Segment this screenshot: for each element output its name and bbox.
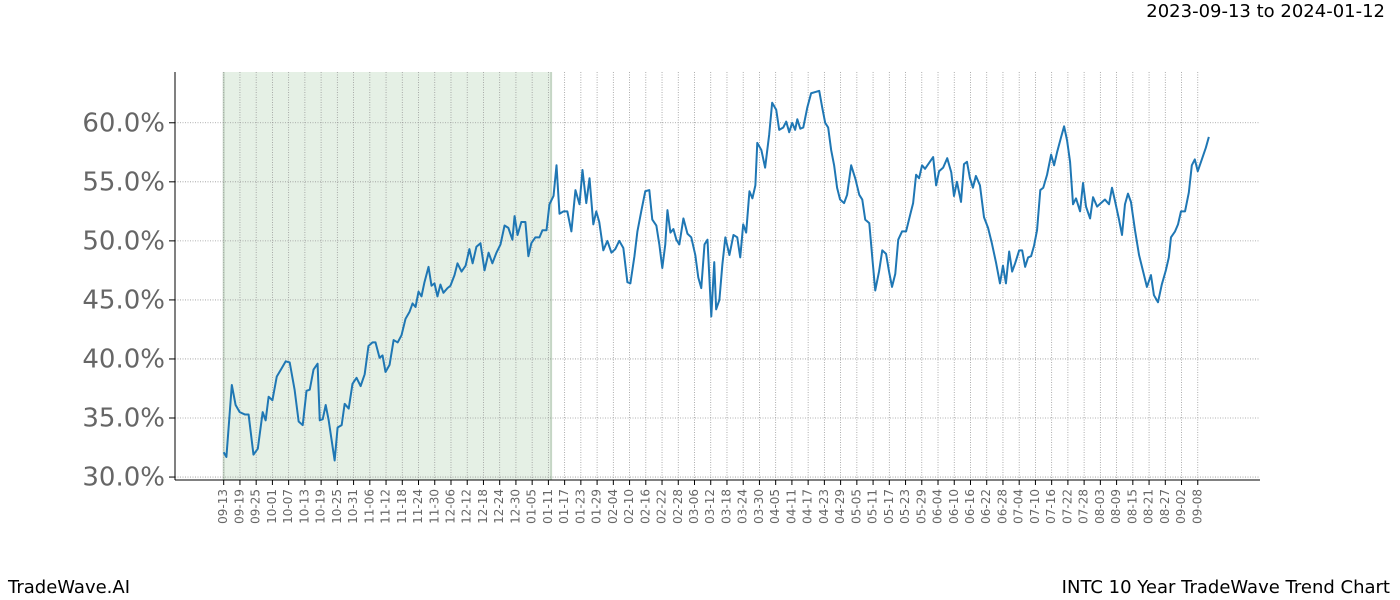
x-tick-label: 06-10 xyxy=(947,489,961,524)
x-tick-label: 08-09 xyxy=(1109,489,1123,524)
x-tick-label: 05-11 xyxy=(866,489,880,524)
x-tick-label: 11-30 xyxy=(427,489,441,524)
x-tick-label: 05-05 xyxy=(849,489,863,524)
x-tick-label: 06-22 xyxy=(979,489,993,524)
x-tick-label: 11-06 xyxy=(362,489,376,524)
x-tick-label: 05-17 xyxy=(882,489,896,524)
x-tick-label: 09-08 xyxy=(1190,489,1204,524)
x-tick-label: 04-29 xyxy=(833,489,847,524)
source: TradeWave.AI xyxy=(7,577,130,598)
x-tick-label: 02-22 xyxy=(655,489,669,524)
x-tick-label: 04-23 xyxy=(817,489,831,524)
x-tick-label: 11-12 xyxy=(379,489,393,524)
x-tick-label: 04-11 xyxy=(784,489,798,524)
highlight-region xyxy=(223,72,552,480)
x-tick-label: 08-15 xyxy=(1125,489,1139,524)
x-tick-label: 09-19 xyxy=(232,489,246,524)
x-tick-label: 09-13 xyxy=(216,489,230,524)
x-tick-label: 03-06 xyxy=(687,489,701,524)
y-tick-label: 50.0% xyxy=(82,226,165,256)
x-tick-label: 10-01 xyxy=(265,489,279,524)
caption: INTC 10 Year TradeWave Trend Chart xyxy=(1062,577,1390,598)
x-tick-label: 03-12 xyxy=(703,489,717,524)
x-tick-label: 07-10 xyxy=(1028,489,1042,524)
x-tick-label: 12-30 xyxy=(508,489,522,524)
y-tick-label: 60.0% xyxy=(82,108,165,138)
trend-line xyxy=(222,89,1210,462)
y-tick-label: 40.0% xyxy=(82,344,165,374)
x-tick-label: 07-28 xyxy=(1077,489,1091,524)
x-tick-label: 04-17 xyxy=(801,489,815,524)
y-tick-label: 55.0% xyxy=(82,167,165,197)
x-tick-label: 04-05 xyxy=(768,489,782,524)
chart-title: 2023-09-13 to 2024-01-12 xyxy=(1146,1,1385,22)
x-tick-label: 01-11 xyxy=(541,489,555,524)
x-tick-label: 05-23 xyxy=(898,489,912,524)
x-tick-label: 07-16 xyxy=(1044,489,1058,524)
x-tick-label: 05-29 xyxy=(914,489,928,524)
x-tick-label: 10-25 xyxy=(330,489,344,524)
x-tick-label: 02-16 xyxy=(638,489,652,524)
x-tick-label: 10-31 xyxy=(346,489,360,524)
x-tick-label: 12-18 xyxy=(476,489,490,524)
x-tick-label: 12-24 xyxy=(492,489,506,524)
x-tick-label: 08-27 xyxy=(1158,489,1172,524)
x-tick-label: 09-25 xyxy=(249,489,263,524)
x-tick-label: 03-24 xyxy=(736,489,750,524)
x-tick-label: 06-16 xyxy=(963,489,977,524)
x-tick-label: 02-04 xyxy=(606,489,620,524)
x-tick-label: 06-04 xyxy=(931,489,945,524)
x-tick-label: 03-18 xyxy=(719,489,733,524)
x-tick-label: 12-06 xyxy=(443,489,457,524)
x-tick-label: 06-28 xyxy=(995,489,1009,524)
x-tick-label: 11-24 xyxy=(411,489,425,524)
x-tick-label: 01-17 xyxy=(557,489,571,524)
x-tick-label: 02-10 xyxy=(622,489,636,524)
x-tick-label: 07-22 xyxy=(1060,489,1074,524)
x-tick-label: 08-03 xyxy=(1093,489,1107,524)
y-tick-label: 35.0% xyxy=(82,404,165,434)
x-tick-label: 02-28 xyxy=(671,489,685,524)
x-tick-label: 11-18 xyxy=(395,489,409,524)
x-tick-label: 10-19 xyxy=(314,489,328,524)
x-tick-label: 08-21 xyxy=(1142,489,1156,524)
y-tick-label: 45.0% xyxy=(82,285,165,315)
x-tick-label: 07-04 xyxy=(1012,489,1026,524)
x-tick-label: 01-23 xyxy=(573,489,587,524)
x-tick-label: 12-12 xyxy=(460,489,474,524)
x-tick-label: 03-30 xyxy=(752,489,766,524)
x-tick-label: 09-02 xyxy=(1174,489,1188,524)
y-tick-label: 30.0% xyxy=(82,463,165,493)
x-tick-label: 01-29 xyxy=(590,489,604,524)
x-tick-label: 10-07 xyxy=(281,489,295,524)
x-tick-label: 10-13 xyxy=(297,489,311,524)
x-tick-label: 01-05 xyxy=(525,489,539,524)
